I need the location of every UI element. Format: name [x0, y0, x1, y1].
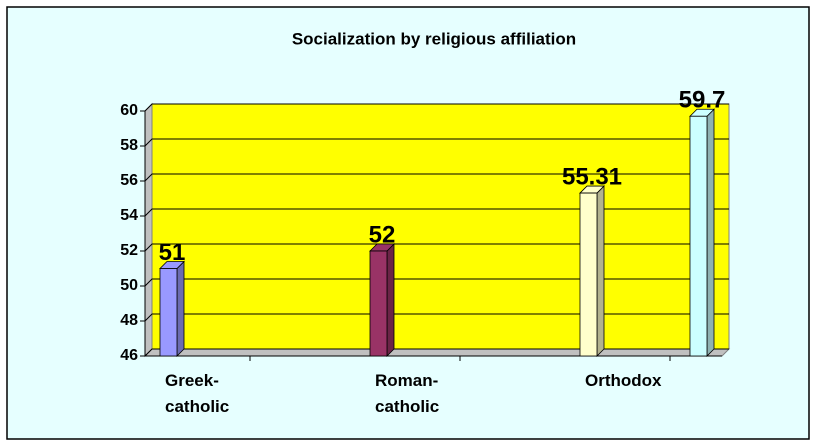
- bar: [689, 115, 708, 357]
- y-tick-label: 50: [120, 277, 138, 294]
- bar: [579, 192, 598, 357]
- grid-line: [144, 103, 729, 112]
- x-tick-label: Roman-catholic: [375, 371, 440, 416]
- bar-side: [176, 260, 185, 357]
- grid-line: [144, 173, 729, 182]
- data-label: 52: [369, 221, 396, 248]
- data-label: 55.31: [562, 163, 622, 190]
- x-tick-label: Orthodox: [585, 371, 662, 390]
- bar: [159, 268, 178, 357]
- bar-side: [596, 185, 605, 357]
- x-tick-label: Greek-catholic: [165, 371, 230, 416]
- data-label: 51: [159, 239, 186, 266]
- y-tick-label: 54: [120, 207, 138, 224]
- y-tick-label: 60: [120, 102, 138, 119]
- data-label: 59.7: [679, 87, 726, 114]
- y-tick-label: 58: [120, 137, 138, 154]
- y-tick-label: 56: [120, 172, 138, 189]
- bar: [369, 250, 388, 357]
- y-tick-label: 46: [120, 347, 138, 364]
- grid-line: [144, 348, 729, 357]
- back-wall: [151, 103, 730, 350]
- y-tick-label: 52: [120, 242, 138, 259]
- bar-side: [706, 108, 715, 357]
- chart-title: Socialization by religious affiliation: [292, 29, 576, 48]
- grid-line: [144, 313, 729, 322]
- grid-line: [144, 278, 729, 287]
- grid-line: [144, 243, 729, 252]
- grid-line: [144, 208, 729, 217]
- bar-side: [386, 243, 395, 357]
- floor: [143, 348, 731, 357]
- grid-line: [144, 138, 729, 147]
- y-tick-label: 48: [120, 312, 138, 329]
